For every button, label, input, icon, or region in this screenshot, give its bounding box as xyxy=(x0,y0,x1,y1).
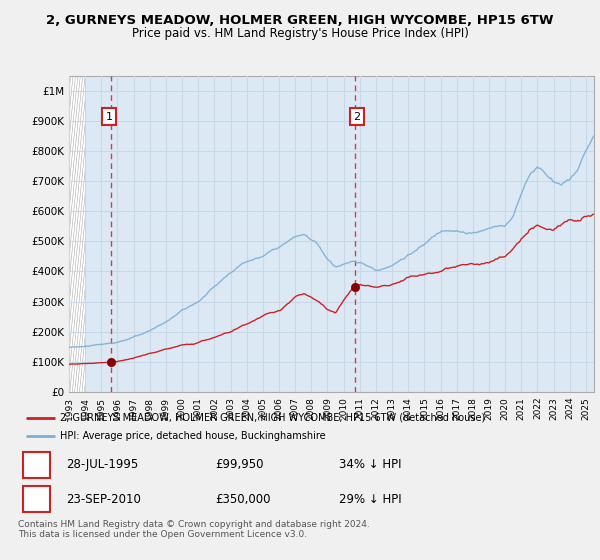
Text: 28-JUL-1995: 28-JUL-1995 xyxy=(66,458,138,472)
Text: 23-SEP-2010: 23-SEP-2010 xyxy=(66,493,141,506)
FancyBboxPatch shape xyxy=(23,451,50,478)
FancyBboxPatch shape xyxy=(23,486,50,512)
Text: 34% ↓ HPI: 34% ↓ HPI xyxy=(340,458,402,472)
Bar xyxy=(69,76,85,392)
Text: 1: 1 xyxy=(32,458,40,472)
Text: 2, GURNEYS MEADOW, HOLMER GREEN, HIGH WYCOMBE, HP15 6TW (detached house): 2, GURNEYS MEADOW, HOLMER GREEN, HIGH WY… xyxy=(60,413,485,423)
Text: 2, GURNEYS MEADOW, HOLMER GREEN, HIGH WYCOMBE, HP15 6TW: 2, GURNEYS MEADOW, HOLMER GREEN, HIGH WY… xyxy=(46,14,554,27)
Text: Price paid vs. HM Land Registry's House Price Index (HPI): Price paid vs. HM Land Registry's House … xyxy=(131,27,469,40)
Text: 29% ↓ HPI: 29% ↓ HPI xyxy=(340,493,402,506)
Text: £350,000: £350,000 xyxy=(215,493,271,506)
Text: 1: 1 xyxy=(106,112,112,122)
Text: HPI: Average price, detached house, Buckinghamshire: HPI: Average price, detached house, Buck… xyxy=(60,431,326,441)
Text: 2: 2 xyxy=(353,112,361,122)
Text: Contains HM Land Registry data © Crown copyright and database right 2024.
This d: Contains HM Land Registry data © Crown c… xyxy=(18,520,370,539)
Text: 2: 2 xyxy=(32,493,40,506)
Text: £99,950: £99,950 xyxy=(215,458,264,472)
